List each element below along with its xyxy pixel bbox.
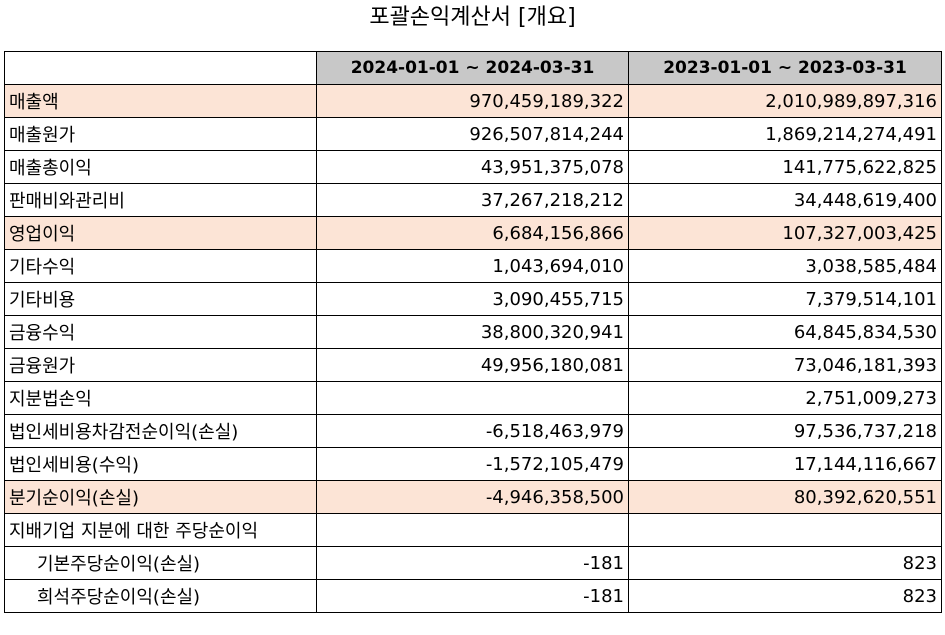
previous-value: 2,751,009,273: [628, 381, 942, 415]
previous-value: 7,379,514,101: [628, 282, 942, 316]
row-label: 희석주당순이익(손실): [4, 579, 317, 613]
current-value: -6,518,463,979: [316, 414, 629, 448]
previous-value: 823: [628, 546, 942, 580]
row-income-tax: 법인세비용(수익) -1,572,105,479 17,144,116,667: [4, 447, 942, 481]
row-label: 기타수익: [4, 249, 317, 283]
current-value: 38,800,320,941: [316, 315, 629, 349]
row-other-income: 기타수익 1,043,694,010 3,038,585,484: [4, 249, 942, 283]
header-current-period: 2024-01-01 ~ 2024-03-31: [316, 51, 629, 85]
page-title: 포괄손익계산서 [개요]: [369, 5, 576, 30]
row-label: 기본주당순이익(손실): [4, 546, 317, 580]
current-value: -181: [316, 579, 629, 613]
previous-value: 80,392,620,551: [628, 480, 942, 514]
row-finance-income: 금융수익 38,800,320,941 64,845,834,530: [4, 315, 942, 349]
current-value: 3,090,455,715: [316, 282, 629, 316]
row-equity-method: 지분법손익 2,751,009,273: [4, 381, 942, 415]
row-revenue: 매출액 970,459,189,322 2,010,989,897,316: [4, 84, 942, 118]
previous-value: 2,010,989,897,316: [628, 84, 942, 118]
row-net-income: 분기순이익(손실) -4,946,358,500 80,392,620,551: [4, 480, 942, 514]
previous-value: 823: [628, 579, 942, 613]
previous-value: 97,536,737,218: [628, 414, 942, 448]
row-label: 매출총이익: [4, 150, 317, 184]
current-value: -1,572,105,479: [316, 447, 629, 481]
current-value: 926,507,814,244: [316, 117, 629, 151]
current-value: 43,951,375,078: [316, 150, 629, 184]
previous-value: 1,869,214,274,491: [628, 117, 942, 151]
previous-value: 17,144,116,667: [628, 447, 942, 481]
current-value: -181: [316, 546, 629, 580]
row-income-before-tax: 법인세비용차감전순이익(손실) -6,518,463,979 97,536,73…: [4, 414, 942, 448]
row-label: 법인세비용(수익): [4, 447, 317, 481]
row-label: 영업이익: [4, 216, 317, 250]
current-value: 37,267,218,212: [316, 183, 629, 217]
row-cost-of-sales: 매출원가 926,507,814,244 1,869,214,274,491: [4, 117, 942, 151]
current-value: [316, 381, 629, 415]
row-label: 판매비와관리비: [4, 183, 317, 217]
previous-value: 3,038,585,484: [628, 249, 942, 283]
previous-value: 64,845,834,530: [628, 315, 942, 349]
row-operating-income: 영업이익 6,684,156,866 107,327,003,425: [4, 216, 942, 250]
current-value: 1,043,694,010: [316, 249, 629, 283]
row-sga: 판매비와관리비 37,267,218,212 34,448,619,400: [4, 183, 942, 217]
current-value: 970,459,189,322: [316, 84, 629, 118]
row-label: 지분법손익: [4, 381, 317, 415]
previous-value: 107,327,003,425: [628, 216, 942, 250]
previous-value: 73,046,181,393: [628, 348, 942, 382]
row-eps-header: 지배기업 지분에 대한 주당순이익: [4, 513, 942, 547]
header-blank-cell: [4, 51, 317, 85]
row-label: 금융수익: [4, 315, 317, 349]
row-label: 기타비용: [4, 282, 317, 316]
row-label: 매출원가: [4, 117, 317, 151]
row-diluted-eps: 희석주당순이익(손실) -181 823: [4, 579, 942, 613]
previous-value: 141,775,622,825: [628, 150, 942, 184]
current-value: [316, 513, 629, 547]
row-basic-eps: 기본주당순이익(손실) -181 823: [4, 546, 942, 580]
row-label: 매출액: [4, 84, 317, 118]
row-finance-costs: 금융원가 49,956,180,081 73,046,181,393: [4, 348, 942, 382]
current-value: 49,956,180,081: [316, 348, 629, 382]
current-value: -4,946,358,500: [316, 480, 629, 514]
row-other-expenses: 기타비용 3,090,455,715 7,379,514,101: [4, 282, 942, 316]
income-statement-table: 2024-01-01 ~ 2024-03-31 2023-01-01 ~ 202…: [4, 51, 942, 613]
previous-value: 34,448,619,400: [628, 183, 942, 217]
row-gross-profit: 매출총이익 43,951,375,078 141,775,622,825: [4, 150, 942, 184]
header-row: 2024-01-01 ~ 2024-03-31 2023-01-01 ~ 202…: [4, 51, 942, 85]
header-previous-period: 2023-01-01 ~ 2023-03-31: [628, 51, 942, 85]
row-label: 분기순이익(손실): [4, 480, 317, 514]
row-label: 지배기업 지분에 대한 주당순이익: [4, 513, 317, 547]
previous-value: [628, 513, 942, 547]
row-label: 법인세비용차감전순이익(손실): [4, 414, 317, 448]
row-label: 금융원가: [4, 348, 317, 382]
current-value: 6,684,156,866: [316, 216, 629, 250]
